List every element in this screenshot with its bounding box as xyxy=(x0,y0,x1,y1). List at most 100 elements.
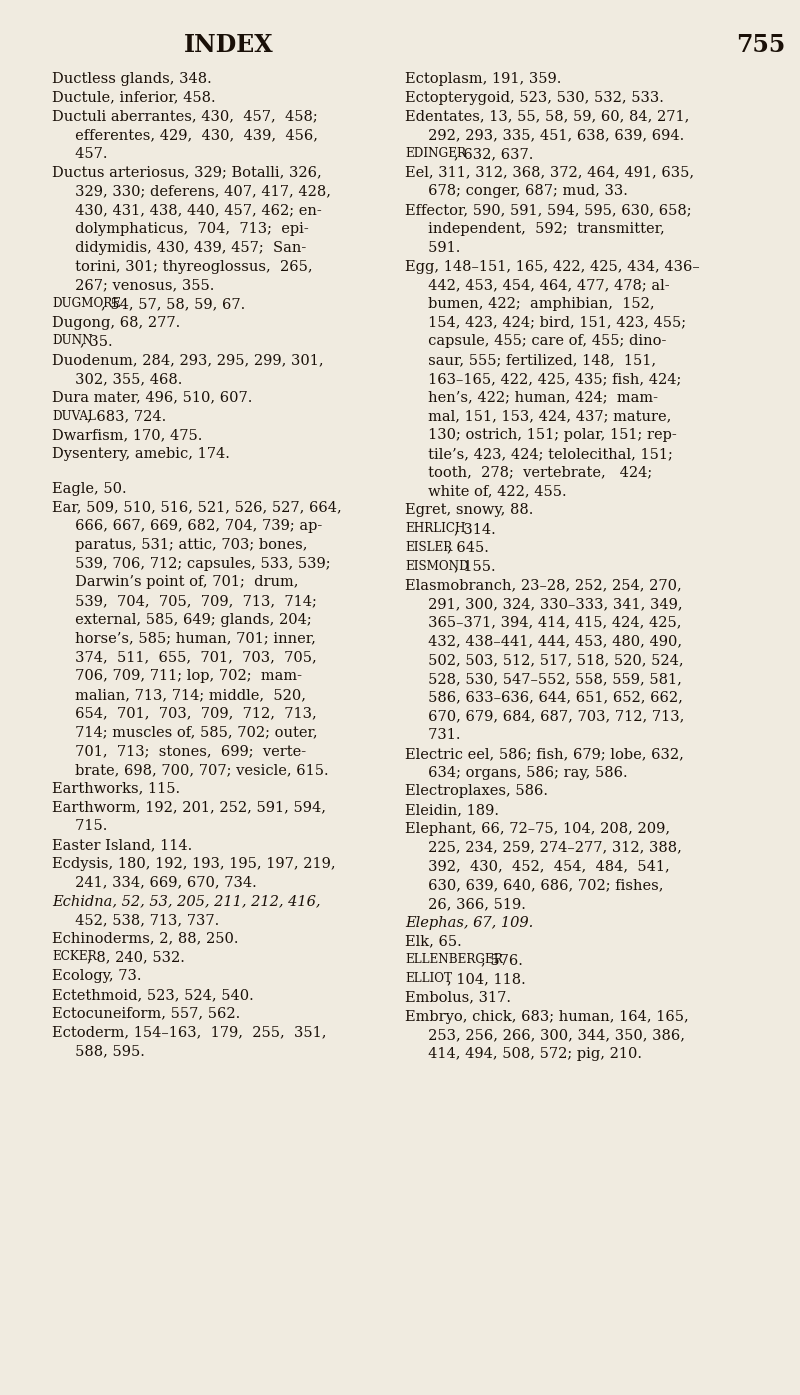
Text: torini, 301; thyreoglossus,  265,: torini, 301; thyreoglossus, 265, xyxy=(52,259,313,273)
Text: 528, 530, 547–552, 558, 559, 581,: 528, 530, 547–552, 558, 559, 581, xyxy=(405,672,682,686)
Text: 731.: 731. xyxy=(405,728,461,742)
Text: Ear, 509, 510, 516, 521, 526, 527, 664,: Ear, 509, 510, 516, 521, 526, 527, 664, xyxy=(52,501,342,515)
Text: 392,  430,  452,  454,  484,  541,: 392, 430, 452, 454, 484, 541, xyxy=(405,859,670,873)
Text: horse’s, 585; human, 701; inner,: horse’s, 585; human, 701; inner, xyxy=(52,632,316,646)
Text: tooth,  278;  vertebrate,   424;: tooth, 278; vertebrate, 424; xyxy=(405,466,652,480)
Text: , 54, 57, 58, 59, 67.: , 54, 57, 58, 59, 67. xyxy=(101,297,245,311)
Text: , 683, 724.: , 683, 724. xyxy=(86,410,166,424)
Text: 291, 300, 324, 330–333, 341, 349,: 291, 300, 324, 330–333, 341, 349, xyxy=(405,597,682,611)
Text: Elephant, 66, 72–75, 104, 208, 209,: Elephant, 66, 72–75, 104, 208, 209, xyxy=(405,822,670,836)
Text: Elk, 65.: Elk, 65. xyxy=(405,935,462,949)
Text: 588, 595.: 588, 595. xyxy=(52,1045,145,1059)
Text: Egret, snowy, 88.: Egret, snowy, 88. xyxy=(405,504,534,518)
Text: Embolus, 317.: Embolus, 317. xyxy=(405,990,511,1004)
Text: Darwin’s point of, 701;  drum,: Darwin’s point of, 701; drum, xyxy=(52,576,298,590)
Text: , 576.: , 576. xyxy=(482,953,523,967)
Text: 225, 234, 259, 274–277, 312, 388,: 225, 234, 259, 274–277, 312, 388, xyxy=(405,841,682,855)
Text: 442, 453, 454, 464, 477, 478; al-: 442, 453, 454, 464, 477, 478; al- xyxy=(405,278,670,292)
Text: Earthworks, 115.: Earthworks, 115. xyxy=(52,781,180,795)
Text: 714; muscles of, 585, 702; outer,: 714; muscles of, 585, 702; outer, xyxy=(52,725,318,739)
Text: , 104, 118.: , 104, 118. xyxy=(446,972,526,986)
Text: Ectoderm, 154–163,  179,  255,  351,: Ectoderm, 154–163, 179, 255, 351, xyxy=(52,1025,326,1039)
Text: , 155.: , 155. xyxy=(454,559,495,573)
Text: 457.: 457. xyxy=(52,146,107,160)
Text: Ductule, inferior, 458.: Ductule, inferior, 458. xyxy=(52,91,216,105)
Text: Echidna, 52, 53, 205, 211, 212, 416,: Echidna, 52, 53, 205, 211, 212, 416, xyxy=(52,894,321,908)
Text: 130; ostrich, 151; polar, 151; rep-: 130; ostrich, 151; polar, 151; rep- xyxy=(405,428,677,442)
Text: efferentes, 429,  430,  439,  456,: efferentes, 429, 430, 439, 456, xyxy=(52,128,318,142)
Text: Eel, 311, 312, 368, 372, 464, 491, 635,: Eel, 311, 312, 368, 372, 464, 491, 635, xyxy=(405,166,694,180)
Text: Electric eel, 586; fish, 679; lobe, 632,: Electric eel, 586; fish, 679; lobe, 632, xyxy=(405,746,684,762)
Text: Ectoplasm, 191, 359.: Ectoplasm, 191, 359. xyxy=(405,73,562,86)
Text: saur, 555; fertilized, 148,  151,: saur, 555; fertilized, 148, 151, xyxy=(405,353,656,367)
Text: EISMOND: EISMOND xyxy=(405,559,469,572)
Text: 329, 330; deferens, 407, 417, 428,: 329, 330; deferens, 407, 417, 428, xyxy=(52,184,331,198)
Text: ELLIOT: ELLIOT xyxy=(405,972,452,985)
Text: Duodenum, 284, 293, 295, 299, 301,: Duodenum, 284, 293, 295, 299, 301, xyxy=(52,353,324,367)
Text: external, 585, 649; glands, 204;: external, 585, 649; glands, 204; xyxy=(52,612,312,626)
Text: 502, 503, 512, 517, 518, 520, 524,: 502, 503, 512, 517, 518, 520, 524, xyxy=(405,653,684,667)
Text: , 35.: , 35. xyxy=(80,335,112,349)
Text: Ecology, 73.: Ecology, 73. xyxy=(52,970,142,983)
Text: Ductus arteriosus, 329; Botalli, 326,: Ductus arteriosus, 329; Botalli, 326, xyxy=(52,166,322,180)
Text: Earthworm, 192, 201, 252, 591, 594,: Earthworm, 192, 201, 252, 591, 594, xyxy=(52,801,326,815)
Text: 701,  713;  stones,  699;  verte-: 701, 713; stones, 699; verte- xyxy=(52,744,306,759)
Text: 654,  701,  703,  709,  712,  713,: 654, 701, 703, 709, 712, 713, xyxy=(52,707,317,721)
Text: 430, 431, 438, 440, 457, 462; en-: 430, 431, 438, 440, 457, 462; en- xyxy=(52,204,322,218)
Text: 302, 355, 468.: 302, 355, 468. xyxy=(52,372,182,386)
Text: Eleidin, 189.: Eleidin, 189. xyxy=(405,804,499,817)
Text: Electroplaxes, 586.: Electroplaxes, 586. xyxy=(405,784,548,798)
Text: Dwarfism, 170, 475.: Dwarfism, 170, 475. xyxy=(52,428,202,442)
Text: bumen, 422;  amphibian,  152,: bumen, 422; amphibian, 152, xyxy=(405,297,654,311)
Text: 630, 639, 640, 686, 702; fishes,: 630, 639, 640, 686, 702; fishes, xyxy=(405,879,663,893)
Text: 678; conger, 687; mud, 33.: 678; conger, 687; mud, 33. xyxy=(405,184,628,198)
Text: 267; venosus, 355.: 267; venosus, 355. xyxy=(52,278,214,292)
Text: Echinoderms, 2, 88, 250.: Echinoderms, 2, 88, 250. xyxy=(52,932,238,946)
Text: white of, 422, 455.: white of, 422, 455. xyxy=(405,484,566,498)
Text: DUVAL: DUVAL xyxy=(52,410,96,423)
Text: Egg, 148–151, 165, 422, 425, 434, 436–: Egg, 148–151, 165, 422, 425, 434, 436– xyxy=(405,259,700,273)
Text: 591.: 591. xyxy=(405,241,460,255)
Text: 374,  511,  655,  701,  703,  705,: 374, 511, 655, 701, 703, 705, xyxy=(52,650,317,664)
Text: dolymphaticus,  704,  713;  epi-: dolymphaticus, 704, 713; epi- xyxy=(52,222,309,236)
Text: capsule, 455; care of, 455; dino-: capsule, 455; care of, 455; dino- xyxy=(405,335,666,349)
Text: Ectocuneiform, 557, 562.: Ectocuneiform, 557, 562. xyxy=(52,1007,240,1021)
Text: Edentates, 13, 55, 58, 59, 60, 84, 271,: Edentates, 13, 55, 58, 59, 60, 84, 271, xyxy=(405,109,690,124)
Text: 666, 667, 669, 682, 704, 739; ap-: 666, 667, 669, 682, 704, 739; ap- xyxy=(52,519,322,533)
Text: EISLER: EISLER xyxy=(405,541,452,554)
Text: 253, 256, 266, 300, 344, 350, 386,: 253, 256, 266, 300, 344, 350, 386, xyxy=(405,1028,685,1042)
Text: didymidis, 430, 439, 457;  San-: didymidis, 430, 439, 457; San- xyxy=(52,241,306,255)
Text: Elephas, 67, 109.: Elephas, 67, 109. xyxy=(405,915,534,929)
Text: DUNN: DUNN xyxy=(52,335,93,347)
Text: 539, 706, 712; capsules, 533, 539;: 539, 706, 712; capsules, 533, 539; xyxy=(52,557,330,571)
Text: Dugong, 68, 277.: Dugong, 68, 277. xyxy=(52,315,180,329)
Text: , 314.: , 314. xyxy=(454,522,495,536)
Text: , 8, 240, 532.: , 8, 240, 532. xyxy=(86,950,185,964)
Text: hen’s, 422; human, 424;  mam-: hen’s, 422; human, 424; mam- xyxy=(405,391,658,405)
Text: 241, 334, 669, 670, 734.: 241, 334, 669, 670, 734. xyxy=(52,876,257,890)
Text: 452, 538, 713, 737.: 452, 538, 713, 737. xyxy=(52,912,219,926)
Text: brate, 698, 700, 707; vesicle, 615.: brate, 698, 700, 707; vesicle, 615. xyxy=(52,763,329,777)
Text: 26, 366, 519.: 26, 366, 519. xyxy=(405,897,526,911)
Text: ECKER: ECKER xyxy=(52,950,97,964)
Text: paratus, 531; attic, 703; bones,: paratus, 531; attic, 703; bones, xyxy=(52,538,307,552)
Text: 292, 293, 335, 451, 638, 639, 694.: 292, 293, 335, 451, 638, 639, 694. xyxy=(405,128,684,142)
Text: mal, 151, 153, 424, 437; mature,: mal, 151, 153, 424, 437; mature, xyxy=(405,410,671,424)
Text: ELLENBERGER: ELLENBERGER xyxy=(405,953,502,967)
Text: independent,  592;  transmitter,: independent, 592; transmitter, xyxy=(405,222,665,236)
Text: 163–165, 422, 425, 435; fish, 424;: 163–165, 422, 425, 435; fish, 424; xyxy=(405,372,682,386)
Text: Effector, 590, 591, 594, 595, 630, 658;: Effector, 590, 591, 594, 595, 630, 658; xyxy=(405,204,692,218)
Text: Eagle, 50.: Eagle, 50. xyxy=(52,481,126,495)
Text: Ecdysis, 180, 192, 193, 195, 197, 219,: Ecdysis, 180, 192, 193, 195, 197, 219, xyxy=(52,857,336,870)
Text: Embryo, chick, 683; human, 164, 165,: Embryo, chick, 683; human, 164, 165, xyxy=(405,1010,689,1024)
Text: Ductless glands, 348.: Ductless glands, 348. xyxy=(52,73,212,86)
Text: DUGMORE: DUGMORE xyxy=(52,297,121,310)
Text: 432, 438–441, 444, 453, 480, 490,: 432, 438–441, 444, 453, 480, 490, xyxy=(405,635,682,649)
Text: 715.: 715. xyxy=(52,819,107,833)
Text: EHRLICH: EHRLICH xyxy=(405,522,466,536)
Text: Dysentery, amebic, 174.: Dysentery, amebic, 174. xyxy=(52,446,230,460)
Text: tile’s, 423, 424; telolecithal, 151;: tile’s, 423, 424; telolecithal, 151; xyxy=(405,446,673,460)
Text: 586, 633–636, 644, 651, 652, 662,: 586, 633–636, 644, 651, 652, 662, xyxy=(405,691,683,704)
Text: Ductuli aberrantes, 430,  457,  458;: Ductuli aberrantes, 430, 457, 458; xyxy=(52,109,318,124)
Text: Elasmobranch, 23–28, 252, 254, 270,: Elasmobranch, 23–28, 252, 254, 270, xyxy=(405,579,682,593)
